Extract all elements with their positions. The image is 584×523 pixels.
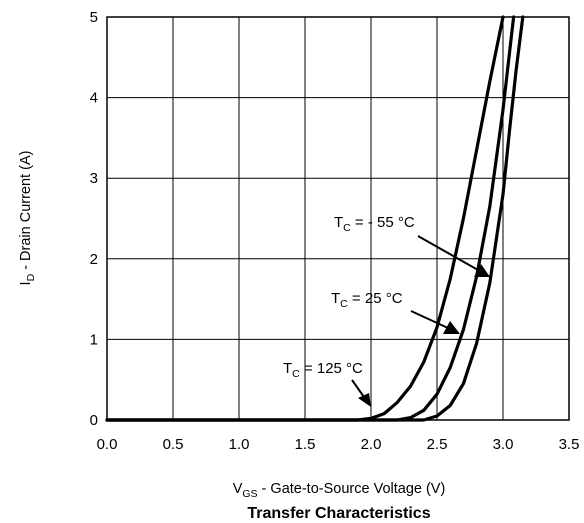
y-tick-label: 0: [90, 412, 98, 429]
x-tick-label: 1.0: [229, 436, 250, 453]
chart-title: Transfer Characteristics: [247, 505, 430, 522]
annotation-arrowhead-125: [358, 393, 371, 407]
annotation-arrow-minus55: [417, 235, 479, 271]
annotation-arrow-125: [351, 379, 365, 398]
y-tick-label: 5: [90, 9, 98, 26]
x-tick-label: 3.0: [493, 436, 514, 453]
annotation-arrow-25: [410, 310, 449, 329]
annotation-label-25: TC = 25 °C: [331, 290, 403, 310]
annotations: TC = - 55 °C TC = 25 °C TC = 125 °C: [283, 214, 490, 407]
annotation-arrowhead-minus55: [474, 264, 490, 277]
x-tick-labels: 0.0 0.5 1.0 1.5 2.0 2.5 3.0 3.5: [97, 436, 580, 453]
y-tick-label: 4: [90, 90, 98, 107]
x-axis-label: VGS - Gate-to-Source Voltage (V): [233, 481, 446, 500]
y-axis-label: ID - Drain Current (A): [18, 151, 37, 286]
y-tick-labels: 0 1 2 3 4 5: [90, 9, 98, 429]
annotation-label-125: TC = 125 °C: [283, 360, 363, 380]
y-tick-label: 3: [90, 170, 98, 187]
annotation-arrowhead-25: [443, 321, 460, 334]
annotation-label-minus55: TC = - 55 °C: [334, 214, 415, 234]
y-tick-label: 1: [90, 331, 98, 348]
x-tick-label: 2.5: [427, 436, 448, 453]
series-lines: [105, 15, 525, 422]
x-tick-label: 3.5: [559, 436, 580, 453]
x-tick-label: 0.5: [163, 436, 184, 453]
x-tick-label: 0.0: [97, 436, 118, 453]
plot-frame: [106, 16, 570, 421]
y-tick-label: 2: [90, 251, 98, 268]
series-line-2: [105, 15, 525, 422]
x-tick-label: 1.5: [295, 436, 316, 453]
x-tick-label: 2.0: [361, 436, 382, 453]
